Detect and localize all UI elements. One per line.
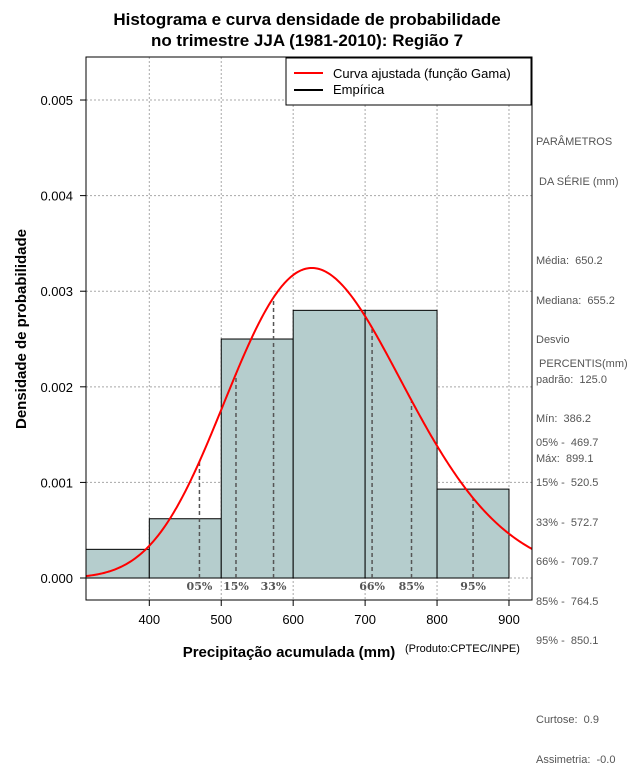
- plot-frame: [85, 56, 533, 601]
- param-max: Máx: 899.1: [536, 453, 594, 466]
- y-tick-label-3: 0.003: [40, 284, 73, 299]
- y-tick-label-2: 0.002: [40, 380, 73, 395]
- percentile-label-95%: 95%: [460, 580, 486, 593]
- chart-title-line-2: no trimestre JJA (1981-2010): Região 7: [151, 31, 463, 50]
- y-tick-label-1: 0.001: [40, 475, 73, 490]
- x-tick-label-0: 400: [138, 612, 160, 627]
- x-axis-ticks: 400 500 600 700 800 900: [138, 600, 520, 627]
- param-stdev-label: Desvio: [536, 334, 570, 347]
- param-mean: Média: 650.2: [536, 255, 603, 268]
- param-min: Mín: 386.2: [536, 413, 592, 426]
- histogram-bar-1: [148, 518, 222, 579]
- percentile-labels: 05% 15% 33% 66% 85% 95%: [187, 580, 487, 593]
- percentile-66: 66% - 709.7: [536, 556, 599, 569]
- legend-box: [285, 57, 532, 106]
- skewness: Assimetria: -0.0: [536, 754, 616, 767]
- percentile-05: 05% - 469.7: [536, 437, 599, 450]
- y-axis-ticks: 0.000 0.001 0.002 0.003 0.004 0.005: [40, 93, 86, 586]
- series-parameters-panel: PARÂMETROS DA SÉRIE (mm) Média: 650.2 Me…: [536, 110, 619, 479]
- histogram-chart: Histograma e curva densidade de probabil…: [13, 10, 533, 660]
- x-tick-label-4: 800: [426, 612, 448, 627]
- histogram-bar-0: [85, 548, 150, 579]
- y-tick-label-4: 0.004: [40, 189, 73, 204]
- percentile-label-33%: 33%: [261, 580, 287, 593]
- param-stdev: padrão: 125.0: [536, 373, 607, 386]
- y-tick-label-5: 0.005: [40, 93, 73, 108]
- histogram-bar-2: [220, 338, 294, 579]
- parameters-heading-line-2: DA SÉRIE (mm): [536, 176, 619, 189]
- parameters-heading-line-1: PARÂMETROS: [536, 136, 613, 149]
- percentile-95: 95% - 850.1: [536, 635, 599, 648]
- legend-label-empirical: Empírica: [333, 82, 385, 97]
- legend: Curva ajustada (função Gama) Empírica: [285, 57, 532, 106]
- percentile-label-15%: 15%: [223, 580, 249, 593]
- kurtosis: Curtose: 0.9: [536, 714, 599, 727]
- y-axis-label: Densidade de probabilidade: [13, 229, 30, 429]
- gamma-density-curve: [85, 266, 533, 578]
- x-tick-label-5: 900: [498, 612, 520, 627]
- percentile-lines: [198, 297, 474, 579]
- percentiles-heading: PERCENTIS(mm): [536, 358, 628, 371]
- percentile-label-66%: 66%: [359, 580, 385, 593]
- percentile-label-85%: 85%: [399, 580, 425, 593]
- percentile-15: 15% - 520.5: [536, 477, 599, 490]
- histogram-bar-4: [364, 309, 438, 579]
- product-credit: (Produto:CPTEC/INPE): [405, 643, 520, 655]
- x-tick-label-2: 600: [282, 612, 304, 627]
- x-tick-label-3: 700: [354, 612, 376, 627]
- percentiles-panel: PERCENTIS(mm) 05% - 469.7 15% - 520.5 33…: [536, 332, 628, 781]
- histogram-bar-3: [292, 309, 366, 579]
- percentile-33: 33% - 572.7: [536, 516, 599, 529]
- percentile-85: 85% - 764.5: [536, 595, 599, 608]
- y-tick-label-0: 0.000: [40, 571, 73, 586]
- x-tick-label-1: 500: [210, 612, 232, 627]
- x-axis-label: Precipitação acumulada (mm): [183, 644, 396, 660]
- percentile-label-05%: 05%: [187, 580, 213, 593]
- legend-label-curve: Curva ajustada (função Gama): [333, 66, 511, 81]
- param-median: Mediana: 655.2: [536, 294, 615, 307]
- chart-title-line-1: Histograma e curva densidade de probabil…: [113, 10, 500, 29]
